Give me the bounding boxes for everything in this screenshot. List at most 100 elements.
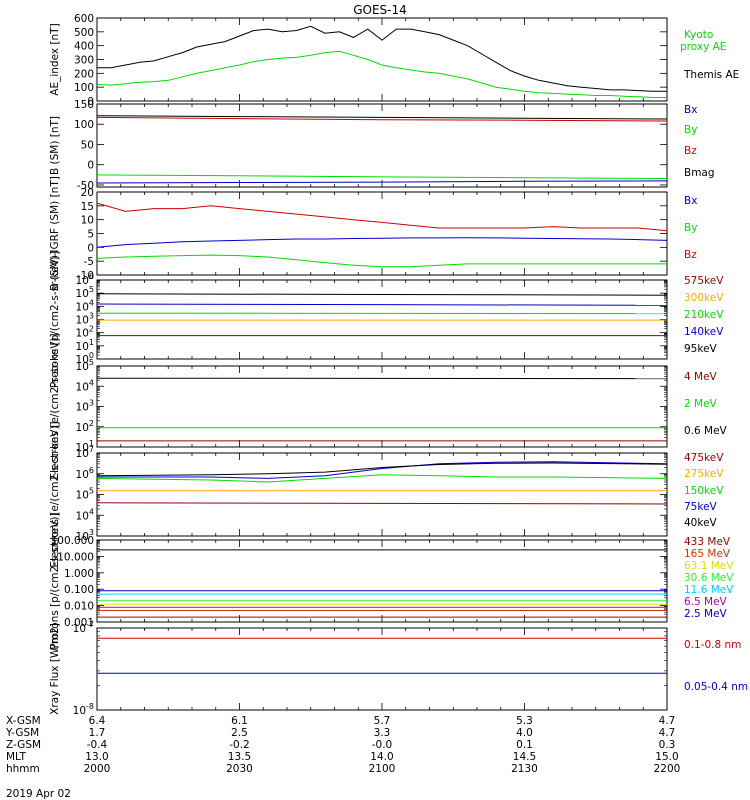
ephemeris-value: 14.5 xyxy=(513,751,536,763)
y-tick-label: 104 xyxy=(76,298,94,313)
y-tick-label: -10 xyxy=(77,270,94,282)
y-axis-label: Protons [p/(cm2-s-sr-keV)] xyxy=(49,512,61,649)
ephemeris-value: 4.7 xyxy=(659,727,676,739)
y-tick-label: -50 xyxy=(77,180,94,192)
y-tick-label: 50 xyxy=(81,139,94,151)
y-tick-label: 102 xyxy=(76,325,94,340)
ephemeris-label: hhmm xyxy=(6,763,40,775)
legend-entry: 275keV xyxy=(684,468,724,480)
y-tick-label: 200 xyxy=(74,68,94,80)
y-tick-label: 1.000 xyxy=(64,568,94,580)
y-tick-label: 103 xyxy=(76,312,94,327)
y-tick-label: 103 xyxy=(76,528,94,543)
series-line xyxy=(97,303,667,306)
ephemeris-value: 2030 xyxy=(226,763,253,775)
legend-entry: 300keV xyxy=(684,292,724,304)
series-line xyxy=(97,180,667,184)
y-tick-label: 10-8 xyxy=(73,702,94,717)
y-tick-label: 104 xyxy=(76,378,94,393)
y-tick-label: 0 xyxy=(87,160,94,172)
legend-entry: 165 MeV xyxy=(684,548,731,560)
y-tick-label: 107 xyxy=(76,445,94,460)
y-tick-label: 150 xyxy=(74,99,94,111)
legend-entry: 575keV xyxy=(684,275,724,287)
y-tick-label: 100 xyxy=(74,119,94,131)
panel-5: 101 102 103 104 105 Electrons [e/(cm2-s-sr-ke… xyxy=(49,333,728,479)
legend-entry: Bmag xyxy=(684,167,715,179)
y-tick-label: 0 xyxy=(87,242,94,254)
y-axis-label: Protons [p/(cm2-s-sr-keV)] xyxy=(49,251,61,388)
y-tick-label: -5 xyxy=(84,256,94,268)
ephemeris-value: 6.1 xyxy=(231,715,248,727)
panel-frame xyxy=(96,191,668,276)
series-line xyxy=(97,462,667,477)
series-line xyxy=(97,115,667,120)
y-tick-label: 105 xyxy=(76,358,94,373)
legend-entry: 95keV xyxy=(684,343,718,355)
legend-entry: 0.05-0.4 nm xyxy=(684,681,748,693)
ephemeris-value: 13.0 xyxy=(85,751,108,763)
legend-entry: Bz xyxy=(684,249,697,261)
legend-entry: 475keV xyxy=(684,452,724,464)
ephemeris-value: 2200 xyxy=(654,763,681,775)
legend-entry: Kyoto proxy AE xyxy=(680,29,726,53)
series-line xyxy=(97,254,667,268)
y-tick-label: 10.000 xyxy=(57,551,94,563)
ephemeris-value: 15.0 xyxy=(655,751,678,763)
y-tick-label: 10-7 xyxy=(73,620,94,635)
ephemeris-value: 0.3 xyxy=(659,739,676,751)
series-line xyxy=(97,474,667,483)
legend-entry: 30.6 MeV xyxy=(684,572,734,584)
panel-6: 103 104 105 106 107 Electrons [e/(cm2-s-sr-ke… xyxy=(49,421,724,567)
ephemeris-label: Y-GSM xyxy=(5,727,39,739)
legend-entry: 6.5 MeV xyxy=(684,596,728,608)
ephemeris-value: 3.3 xyxy=(374,727,391,739)
legend-entry: Bx xyxy=(684,104,697,116)
y-axis-label: Electrons [e/(cm2-s-sr-keV)] xyxy=(49,333,61,479)
y-tick-label: 0.100 xyxy=(64,584,94,596)
legend-entry: Themis AE xyxy=(683,69,739,81)
ephemeris-value: -0.4 xyxy=(87,739,108,751)
ephemeris-value: 5.7 xyxy=(374,715,391,727)
y-tick-label: 103 xyxy=(76,399,94,414)
y-tick-label: 10 xyxy=(81,215,94,227)
y-tick-label: 20 xyxy=(81,187,94,199)
legend-entry: Bz xyxy=(684,145,697,157)
ephemeris-value: 4.0 xyxy=(516,727,533,739)
y-tick-label: 106 xyxy=(76,466,94,481)
y-tick-label: 100 xyxy=(76,351,94,366)
y-tick-label: 0 xyxy=(87,96,94,108)
y-axis-label: AE_index [nT] xyxy=(49,23,61,95)
ephemeris-value: -0.0 xyxy=(372,739,393,751)
series-line xyxy=(97,293,667,296)
y-tick-label: 101 xyxy=(76,338,94,353)
ephemeris-value: 6.4 xyxy=(89,715,106,727)
series-line xyxy=(97,461,667,479)
panel-2: -50 0 50 100 150 B (SM) [nT] Bx By Bz Bmag xyxy=(49,99,715,192)
y-axis-label: Electrons [e/(cm2-s-sr-keV)] xyxy=(49,421,61,567)
legend-entry: 210keV xyxy=(684,309,724,321)
ephemeris-value: 1.7 xyxy=(89,727,106,739)
ephemeris-label: X-GSM xyxy=(6,715,41,727)
legend-entry: 433 MeV xyxy=(684,536,731,548)
y-axis-label: B (SM) [nT] xyxy=(49,116,61,175)
chart-title: GOES-14 xyxy=(353,3,407,17)
ephemeris-table: X-GSM 6.4 6.1 5.7 5.3 4.7 Y-GSM 1.7 2.5 3.3 4.0 4.7… xyxy=(5,715,680,775)
ephemeris-value: 2130 xyxy=(511,763,538,775)
series-line xyxy=(97,50,667,98)
legend-entry: 0.1-0.8 nm xyxy=(684,639,741,651)
y-tick-label: 600 xyxy=(74,13,94,25)
series-line xyxy=(97,237,667,248)
legend-entry: Bx xyxy=(684,195,697,207)
legend-entry: By xyxy=(684,222,697,234)
legend-entry: 4 MeV xyxy=(684,371,718,383)
legend-entry: 2 MeV xyxy=(684,398,718,410)
legend-entry: 63.1 MeV xyxy=(684,560,734,572)
ephemeris-label: MLT xyxy=(6,751,26,763)
y-tick-label: 5 xyxy=(87,229,94,241)
series-line xyxy=(97,25,667,92)
ephemeris-value: 4.7 xyxy=(659,715,676,727)
